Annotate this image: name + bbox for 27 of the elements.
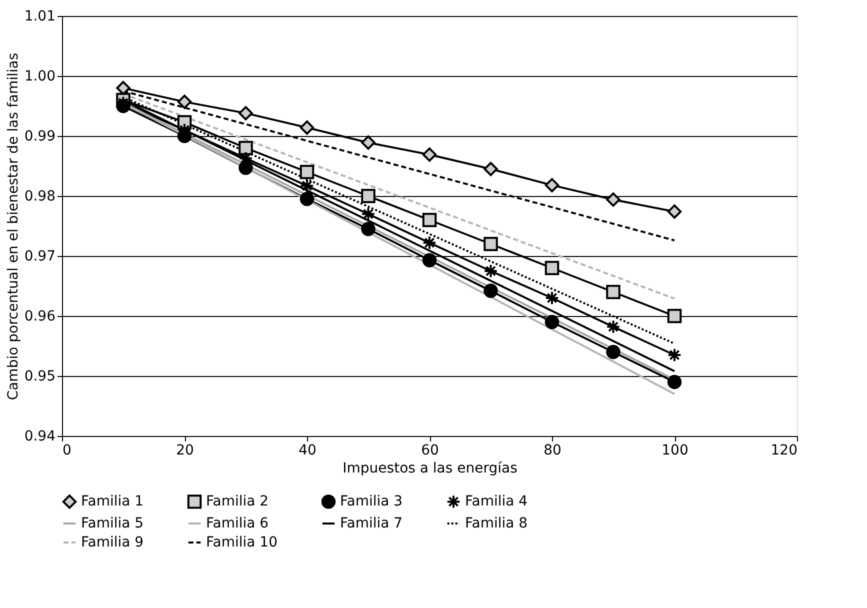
y-axis-title: Cambio porcentual en el bienestar de las familias — [5, 52, 22, 400]
legend-label: Familia 6 — [206, 516, 269, 532]
legend-label: Familia 5 — [81, 516, 144, 532]
legend-label: Familia 9 — [81, 534, 144, 550]
x-tick-label: 60 — [421, 442, 439, 458]
y-tick-label: 0.95 — [24, 368, 56, 384]
y-tick-label: 0.98 — [24, 188, 56, 204]
x-tick-label: 40 — [298, 442, 316, 458]
legend-label: Familia 2 — [206, 494, 269, 510]
y-tick-label: 0.97 — [24, 248, 56, 264]
x-tick-label: 120 — [770, 442, 798, 458]
y-tick-label: 0.96 — [24, 308, 56, 324]
x-axis-title: Impuestos a las energías — [342, 460, 518, 476]
y-tick-label: 0.99 — [24, 128, 56, 144]
x-tick-label: 80 — [544, 442, 562, 458]
legend-label: Familia 8 — [465, 516, 528, 532]
y-tick-label: 1.01 — [24, 8, 56, 24]
x-tick-label: 20 — [176, 442, 194, 458]
y-tick-label: 1.00 — [24, 68, 56, 84]
legend-label: Familia 3 — [340, 494, 403, 510]
legend-label: Familia 4 — [465, 494, 528, 510]
x-tick-label: 100 — [662, 442, 688, 458]
y-tick-label: 0.94 — [24, 428, 56, 444]
legend-label: Familia 1 — [81, 494, 144, 510]
legend-label: Familia 7 — [340, 516, 403, 532]
legend-label: Familia 10 — [206, 534, 278, 550]
x-tick-label: 0 — [62, 442, 72, 458]
